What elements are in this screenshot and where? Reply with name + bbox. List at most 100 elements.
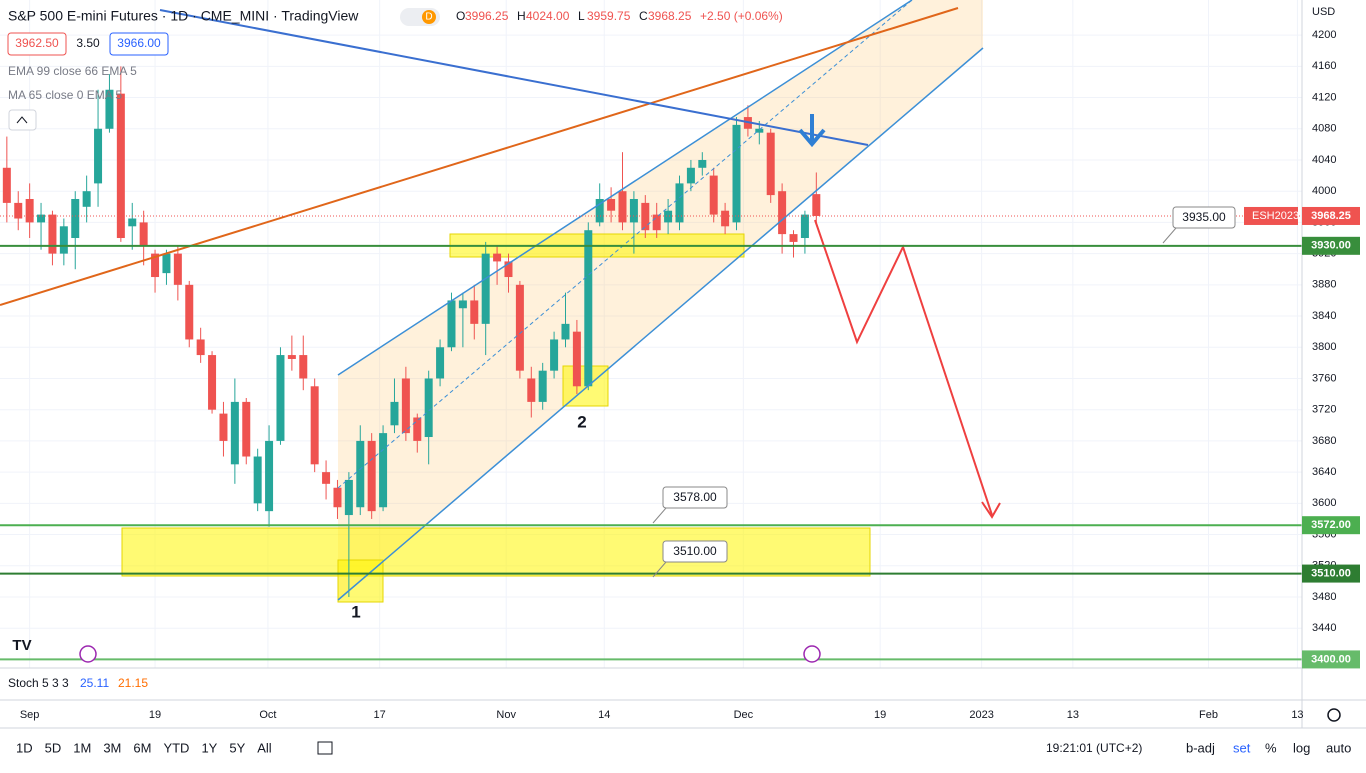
candle-body [59, 226, 68, 254]
candle-body [379, 433, 388, 508]
range-button[interactable]: 5Y [229, 740, 245, 755]
y-tick-label: 4160 [1312, 60, 1336, 72]
candle-body [276, 355, 285, 441]
y-tick-label: 4200 [1312, 29, 1336, 41]
option-button[interactable]: % [1265, 740, 1277, 755]
price-label: 3930.00 [1311, 240, 1351, 252]
x-tick-label: 19 [874, 709, 886, 721]
badge-dot [422, 10, 436, 24]
collapse-button[interactable] [8, 109, 37, 131]
ohlc-value: 3996.25 [465, 9, 509, 23]
candle-body [14, 202, 23, 219]
calendar-icon[interactable] [317, 741, 333, 755]
y-tick-label: 4080 [1312, 123, 1336, 135]
y-tick-label: 3440 [1312, 622, 1336, 634]
ask-box[interactable] [109, 32, 169, 56]
x-tick-label: 17 [374, 709, 386, 721]
point-label: 1 [351, 602, 360, 621]
ohlc-value: 3959.75 [587, 9, 631, 23]
range-button[interactable]: All [257, 740, 272, 755]
y-tick-label: 3640 [1312, 466, 1336, 478]
candle-body [344, 479, 353, 516]
candle-body [778, 191, 787, 235]
candle-body [151, 253, 160, 278]
logo: TV [12, 637, 31, 654]
callout [662, 540, 728, 563]
trend-line [159, 9, 869, 146]
trend-line [0, 7, 959, 306]
candle-body [424, 378, 433, 438]
candle-body [527, 378, 536, 402]
y-tick-label: 4040 [1312, 154, 1336, 166]
callout-text: 3935.00 [1182, 210, 1226, 224]
candle-body [584, 230, 593, 387]
y-tick-label: 3480 [1312, 591, 1336, 603]
y-tick-label: 4000 [1312, 185, 1336, 197]
bid[interactable]: 3962.50 [15, 36, 59, 50]
callout-line [1162, 227, 1177, 244]
range-button[interactable]: YTD [163, 740, 189, 755]
candle-body [789, 234, 798, 242]
candle-body [561, 323, 570, 340]
candle-body [390, 401, 399, 426]
candle-body [698, 159, 707, 168]
bid-box[interactable] [7, 32, 67, 56]
candle-body [550, 339, 559, 371]
range-button[interactable]: 6M [133, 740, 151, 755]
settings-icon[interactable] [1327, 708, 1341, 722]
range-button[interactable]: 1Y [201, 740, 217, 755]
currency[interactable]: USD [1312, 6, 1335, 18]
event-icon[interactable] [803, 645, 821, 663]
y-tick-label: 3880 [1312, 279, 1336, 291]
event-icon[interactable] [79, 645, 97, 663]
channel-line [337, 47, 984, 601]
candle-body [812, 194, 821, 216]
option-button[interactable]: auto [1326, 740, 1351, 755]
stoch-k: 25.11 [80, 676, 109, 690]
ohlc-key: H [517, 9, 526, 23]
price-label: 3510.00 [1311, 567, 1351, 579]
collapse-icon [16, 116, 28, 124]
ask[interactable]: 3966.00 [117, 36, 161, 50]
candle-body [128, 218, 137, 227]
candle-body [607, 198, 616, 211]
candle-body [572, 331, 581, 387]
range-button[interactable]: 3M [103, 740, 121, 755]
option-button[interactable]: b-adj [1186, 740, 1215, 755]
x-tick-label: Nov [496, 709, 516, 721]
ohlc-value: 3968.25 [648, 9, 692, 23]
candle-body [94, 128, 103, 184]
candle-body [242, 401, 251, 457]
option-button[interactable]: set [1233, 740, 1251, 755]
candle-body [800, 214, 809, 239]
x-tick-label: 13 [1291, 709, 1303, 721]
candle-body [675, 183, 684, 223]
candle-body [196, 339, 205, 356]
candle-body [709, 175, 718, 215]
candle-body [253, 456, 262, 504]
range-button[interactable]: 5D [45, 740, 62, 755]
candle-body [48, 214, 57, 254]
option-button[interactable]: log [1293, 740, 1310, 755]
price-label-bg [1302, 206, 1360, 225]
channel-line [337, 0, 913, 376]
x-tick-label: Oct [259, 709, 276, 721]
range-button[interactable]: 1M [73, 740, 91, 755]
y-tick-label: 3720 [1312, 404, 1336, 416]
y-tick-label: 3600 [1312, 497, 1336, 509]
hlines [0, 215, 1302, 661]
range-button[interactable]: 1D [16, 740, 33, 755]
channel-fill [338, 0, 983, 600]
candle-body [322, 472, 331, 484]
callout-text: 3578.00 [673, 490, 717, 504]
change: +2.50 (+0.06%) [700, 9, 783, 23]
candle-body [25, 198, 34, 223]
candle-body [82, 191, 91, 207]
price-label: 3968.25 [1311, 210, 1351, 222]
stoch-name: Stoch 5 3 3 [8, 676, 69, 690]
zone [121, 527, 871, 577]
ohlc-key: L [578, 9, 585, 23]
candle-body [470, 300, 479, 324]
candle-body [538, 370, 547, 402]
